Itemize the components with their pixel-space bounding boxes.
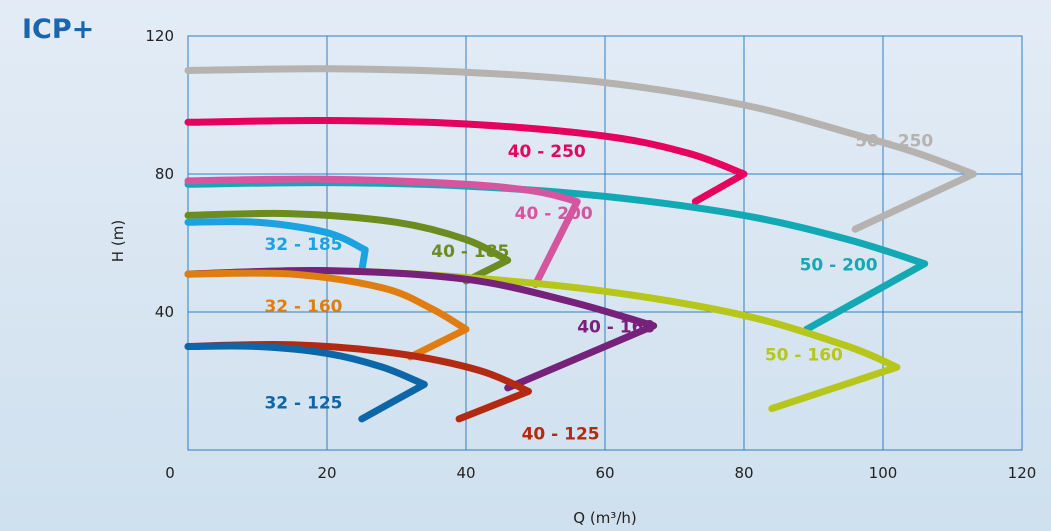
curve-label-50-160: 50 - 160 <box>765 345 843 365</box>
x-tick-label: 40 <box>456 464 475 482</box>
y-tick-label: 120 <box>145 27 174 45</box>
curve-label-50-200: 50 - 200 <box>800 256 878 276</box>
x-tick-label: 80 <box>734 464 753 482</box>
y-tick-label: 80 <box>155 165 174 183</box>
tick-labels: 0 20 40 60 80 100 120 40 80 120 <box>145 27 1036 482</box>
curve-40-185 <box>184 209 512 285</box>
y-tick-label: 40 <box>155 303 174 321</box>
curve-40-125 <box>184 340 532 423</box>
curve-40-200 <box>184 175 581 288</box>
curve-label-40-125: 40 - 125 <box>522 425 600 445</box>
curve-label-40-160: 40 - 160 <box>577 318 655 338</box>
curve-label-32-160: 32 - 160 <box>264 297 342 317</box>
x-tick-label: 0 <box>165 464 175 482</box>
x-tick-label: 20 <box>317 464 336 482</box>
curve-50-250 <box>184 65 977 233</box>
curve-label-32-125: 32 - 125 <box>264 394 342 414</box>
curve-label-40-200: 40 - 200 <box>515 204 593 224</box>
curve-32-185 <box>184 218 369 275</box>
brand-title: ICP+ <box>22 14 94 45</box>
curve-labels: 50 - 250 40 - 250 50 - 200 40 - 200 40 - 185… <box>264 131 933 444</box>
x-tick-label: 100 <box>869 464 898 482</box>
curve-label-50-250: 50 - 250 <box>855 131 933 151</box>
curves <box>184 65 977 423</box>
y-axis-label: H (m) <box>109 220 127 262</box>
x-axis-label: Q (m³/h) <box>573 509 636 527</box>
curve-label-40-185: 40 - 185 <box>431 242 509 262</box>
curve-32-125 <box>184 342 428 423</box>
curve-32-160 <box>184 269 470 361</box>
curve-label-40-250: 40 - 250 <box>508 142 586 162</box>
x-tick-label: 60 <box>595 464 614 482</box>
curve-label-32-185: 32 - 185 <box>264 235 342 255</box>
x-tick-label: 120 <box>1008 464 1037 482</box>
curve-40-250 <box>184 116 748 206</box>
